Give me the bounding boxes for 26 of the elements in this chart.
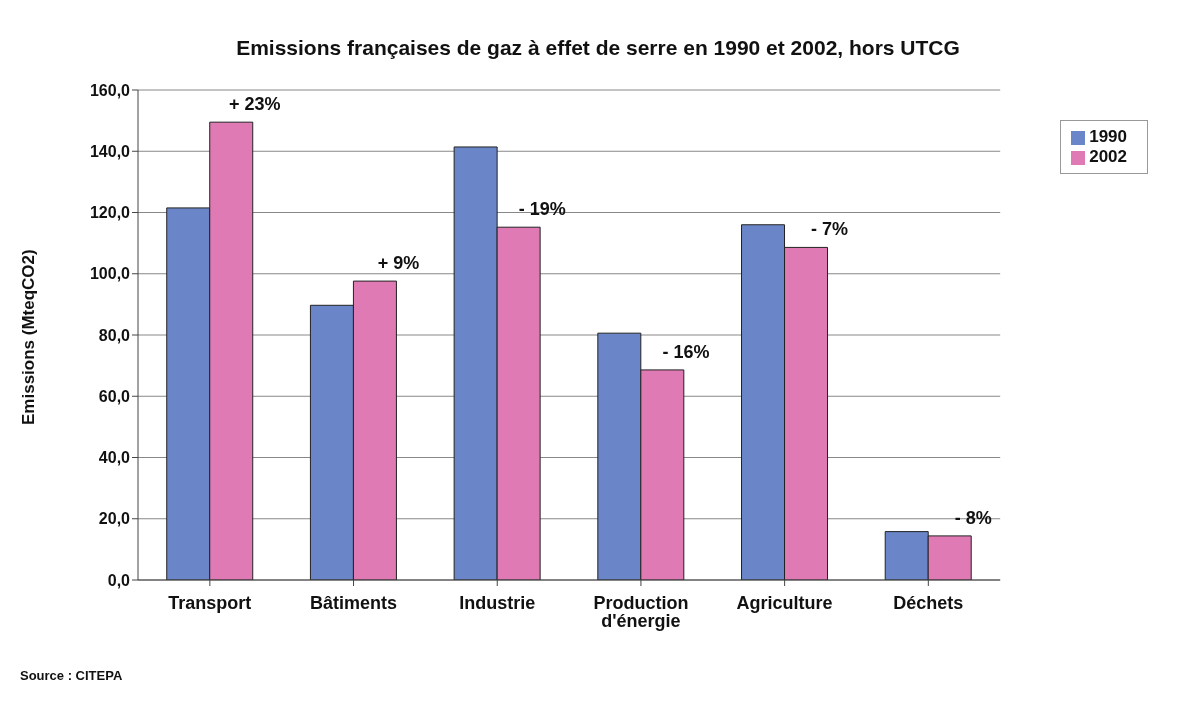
y-tick-label: 60,0 [98,387,131,405]
y-tick-label: 160,0 [89,81,131,99]
annotation: - 16% [662,341,710,362]
y-tick-label: 120,0 [89,204,131,222]
y-tick-label: 140,0 [89,142,131,160]
x-tick-label: Production d'énergie [593,592,689,631]
x-tick-label: Industrie [459,592,536,613]
annotation: - 19% [518,199,566,220]
y-tick-label: 40,0 [98,449,131,467]
x-tick-label: Transport [168,592,252,613]
legend-label: 2002 [1089,147,1127,166]
chart-title: Emissions françaises de gaz à effet de serre en 1990 et 2002, hors UTCG [235,35,961,60]
x-tick-label: Agriculture [736,592,833,613]
y-tick-label: 100,0 [89,265,131,283]
legend-label: 1990 [1089,127,1127,146]
source-note: Source : CITEPA [20,668,123,683]
x-tick-label: Déchets [893,592,964,613]
y-tick-label: 80,0 [98,326,131,344]
annotation: + 9% [377,253,420,274]
annotation: + 23% [229,94,281,115]
x-tick-label: Bâtiments [310,592,398,613]
annotation: - 7% [811,219,849,240]
annotation: - 8% [954,507,992,528]
y-tick-label: 20,0 [98,510,131,528]
y-tick-label: 0,0 [107,571,131,589]
y-axis-title: Emissions (MteqCO2) [19,249,39,425]
